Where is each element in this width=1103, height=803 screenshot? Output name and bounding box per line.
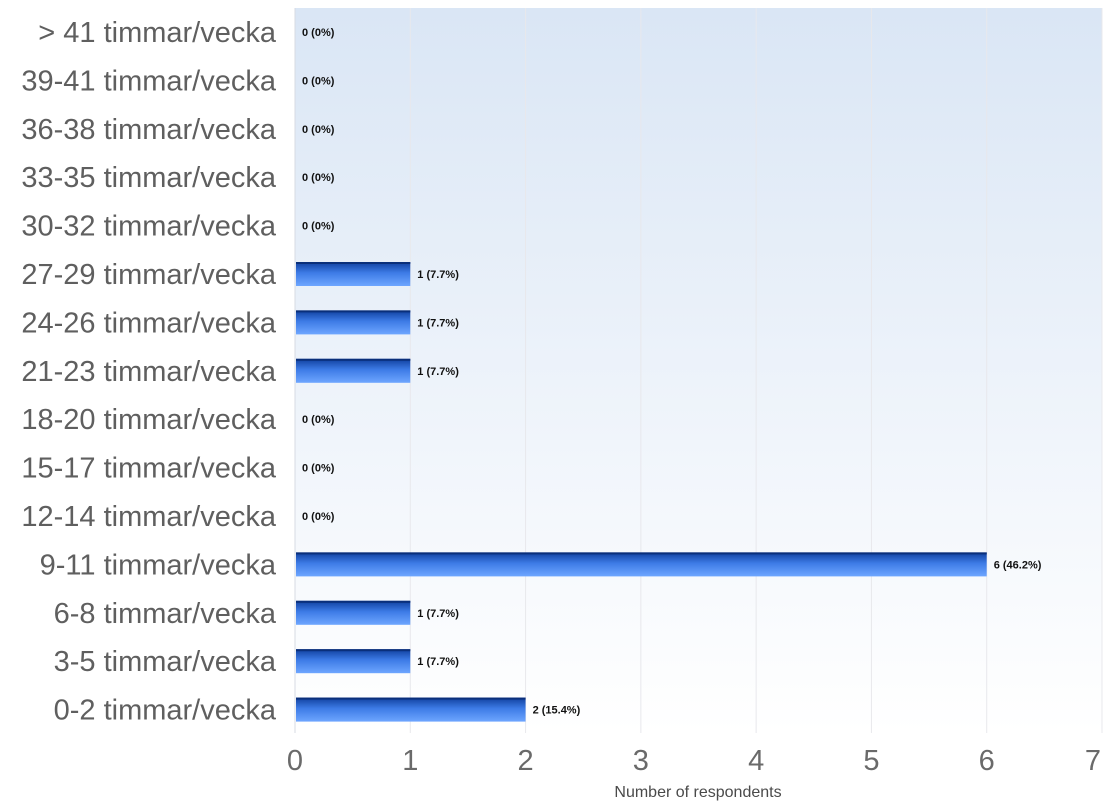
x-tick-label: 2 [518,745,534,777]
bar [296,552,987,577]
bar-edge [296,552,987,555]
category-label: 33-35 timmar/vecka [21,162,277,194]
x-tick-label: 3 [633,745,649,777]
data-label: 2 (15.4%) [533,705,581,717]
category-label: 18-20 timmar/vecka [21,404,277,436]
data-label: 0 (0%) [302,463,335,475]
bar-edge [296,697,526,700]
category-label: 21-23 timmar/vecka [21,356,277,388]
data-label: 0 (0%) [302,511,335,523]
category-label: 9-11 timmar/vecka [40,549,277,581]
data-label: 0 (0%) [302,172,335,184]
x-tick-label: 6 [979,745,995,777]
x-tick-label: 4 [748,745,764,777]
bar [296,262,411,286]
bar-edge [296,358,411,361]
category-labels: > 41 timmar/vecka 39-41 timmar/vecka 36-38… [21,17,277,727]
bar [296,310,411,335]
data-label: 1 (7.7%) [417,317,459,329]
category-label: 3-5 timmar/vecka [54,646,277,678]
data-label: 1 (7.7%) [417,656,459,668]
bar [296,697,526,722]
category-label: 39-41 timmar/vecka [21,65,277,97]
data-label: 0 (0%) [302,75,335,87]
plot-background [295,8,1102,733]
x-tick-label: 7 [1085,745,1101,777]
category-label: 27-29 timmar/vecka [21,259,277,291]
data-label: 0 (0%) [302,124,335,136]
data-label: 1 (7.7%) [417,366,459,378]
x-tick-labels: 0 1 2 3 4 5 6 7 [287,745,1101,777]
x-tick-label: 5 [863,745,879,777]
data-label: 0 (0%) [302,27,335,39]
data-labels: 0 (0%) 0 (0%) 0 (0%) 0 (0%) 0 (0%) 1 (7.7%) 1 … [302,27,1042,717]
bar [296,358,411,383]
category-label: 30-32 timmar/vecka [21,211,277,243]
bar-edge [296,262,411,264]
category-label: 24-26 timmar/vecka [21,307,277,339]
bar [296,600,411,625]
x-axis-title: Number of respondents [614,784,781,801]
grid-lines [294,8,1103,733]
data-label: 1 (7.7%) [417,608,459,620]
bar-edge [296,310,411,313]
bars [296,262,987,722]
data-label: 0 (0%) [302,414,335,426]
bar [296,649,411,674]
category-label: 15-17 timmar/vecka [21,453,277,485]
category-label: 0-2 timmar/vecka [54,695,277,727]
data-label: 1 (7.7%) [417,269,459,281]
category-label: > 41 timmar/vecka [38,17,277,49]
category-label: 6-8 timmar/vecka [54,598,277,630]
x-tick-label: 1 [402,745,418,777]
bar-edge [296,600,411,603]
data-label: 0 (0%) [302,221,335,233]
category-label: 12-14 timmar/vecka [21,501,277,533]
data-label: 6 (46.2%) [994,559,1042,571]
category-label: 36-38 timmar/vecka [21,114,277,146]
bar-edge [296,649,411,652]
x-tick-label: 0 [287,745,303,777]
